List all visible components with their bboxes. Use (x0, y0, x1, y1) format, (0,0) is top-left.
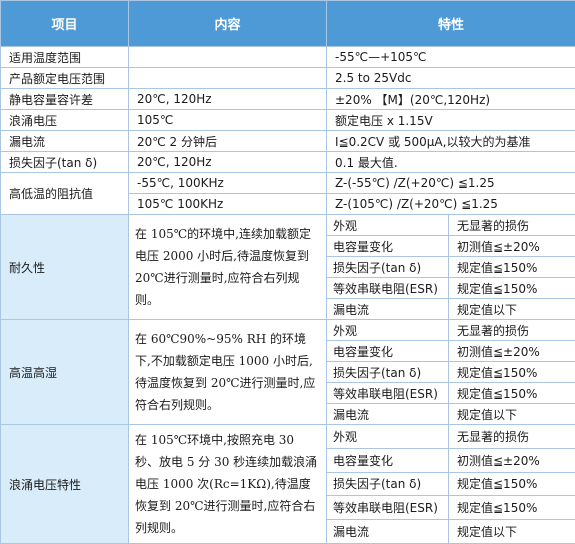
table-row: 适用温度范围 -55℃—+105℃ (1, 47, 575, 68)
check-value: 规定值≦150% (449, 278, 575, 299)
row-property: 0.1 最大值. (327, 152, 575, 173)
row-property: ±20% 【M】(20℃,120Hz) (327, 89, 575, 110)
test-description: 在 60℃90%~95% RH 的环境下,不加载额定电压 1000 小时后,待温… (129, 320, 327, 425)
table-row: 浪涌电压 105℃ 额定电压 x 1.15V (1, 110, 575, 131)
check-value: 规定值≦150% (449, 472, 575, 496)
row-property: 额定电压 x 1.15V (327, 110, 575, 131)
test-item: 浪涌电压特性 (1, 425, 129, 544)
row-content: 20℃ 2 分钟后 (129, 131, 327, 152)
check-value: 无显著的损伤 (449, 320, 575, 341)
check-name: 等效串联电阻(ESR) (327, 278, 449, 299)
impedance-content: -55℃, 100KHz (129, 173, 327, 194)
check-value: 初测值≦±20% (449, 236, 575, 257)
row-content (129, 47, 327, 68)
row-property: 2.5 to 25Vdc (327, 68, 575, 89)
row-content: 20℃, 120Hz (129, 152, 327, 173)
check-name: 等效串联电阻(ESR) (327, 383, 449, 404)
test-row: 浪涌电压特性 在 105℃环境中,按照充电 30 秒、放电 5 分 30 秒连续… (1, 425, 575, 449)
header-item: 项目 (1, 1, 129, 47)
row-content (129, 68, 327, 89)
row-item: 浪涌电压 (1, 110, 129, 131)
check-value: 规定值≦150% (449, 496, 575, 520)
check-name: 漏电流 (327, 299, 449, 320)
test-item: 高温高湿 (1, 320, 129, 425)
impedance-property: Z-(105℃) /Z(+20℃) ≦1.25 (327, 194, 575, 215)
table-row: 漏电流 20℃ 2 分钟后 I≦0.2CV 或 500μA,以较大的为基准 (1, 131, 575, 152)
check-value: 初测值≦±20% (449, 448, 575, 472)
check-name: 电容量变化 (327, 236, 449, 257)
check-value: 无显著的损伤 (449, 215, 575, 236)
check-value: 无显著的损伤 (449, 425, 575, 449)
table-row: 损失因子(tan δ) 20℃, 120Hz 0.1 最大值. (1, 152, 575, 173)
row-content: 105℃ (129, 110, 327, 131)
check-name: 漏电流 (327, 520, 449, 544)
row-item: 适用温度范围 (1, 47, 129, 68)
check-name: 损失因子(tan δ) (327, 257, 449, 278)
test-row: 高温高湿 在 60℃90%~95% RH 的环境下,不加载额定电压 1000 小… (1, 320, 575, 341)
check-name: 等效串联电阻(ESR) (327, 496, 449, 520)
row-property: I≦0.2CV 或 500μA,以较大的为基准 (327, 131, 575, 152)
check-value: 规定值以下 (449, 299, 575, 320)
row-item: 损失因子(tan δ) (1, 152, 129, 173)
check-value: 规定值≦150% (449, 257, 575, 278)
test-item: 耐久性 (1, 215, 129, 320)
row-content: 20℃, 120Hz (129, 89, 327, 110)
row-item: 静电容量容许差 (1, 89, 129, 110)
check-name: 外观 (327, 215, 449, 236)
check-value: 规定值≦150% (449, 362, 575, 383)
table-header-row: 项目 内容 特性 (1, 1, 575, 47)
check-value: 规定值≦150% (449, 383, 575, 404)
row-property: -55℃—+105℃ (327, 47, 575, 68)
check-value: 规定值以下 (449, 520, 575, 544)
test-description: 在 105℃的环境中,连续加载额定电压 2000 小时后,待温度恢复到 20℃进… (129, 215, 327, 320)
table-row: 静电容量容许差 20℃, 120Hz ±20% 【M】(20℃,120Hz) (1, 89, 575, 110)
check-name: 外观 (327, 320, 449, 341)
test-description: 在 105℃环境中,按照充电 30 秒、放电 5 分 30 秒连续加载浪涌电压 … (129, 425, 327, 544)
test-row: 耐久性 在 105℃的环境中,连续加载额定电压 2000 小时后,待温度恢复到 … (1, 215, 575, 236)
check-value: 规定值以下 (449, 404, 575, 425)
check-name: 漏电流 (327, 404, 449, 425)
row-item: 漏电流 (1, 131, 129, 152)
check-name: 损失因子(tan δ) (327, 472, 449, 496)
check-name: 电容量变化 (327, 448, 449, 472)
impedance-content: 105℃ 100KHz (129, 194, 327, 215)
impedance-property: Z-(-55℃) /Z(+20℃) ≦1.25 (327, 173, 575, 194)
row-item: 产品额定电压范围 (1, 68, 129, 89)
check-name: 电容量变化 (327, 341, 449, 362)
header-property: 特性 (327, 1, 575, 47)
table-row: 高低温的阻抗值 -55℃, 100KHz Z-(-55℃) /Z(+20℃) ≦… (1, 173, 575, 194)
check-name: 损失因子(tan δ) (327, 362, 449, 383)
header-content: 内容 (129, 1, 327, 47)
check-value: 初测值≦±20% (449, 341, 575, 362)
table-row: 产品额定电压范围 2.5 to 25Vdc (1, 68, 575, 89)
check-name: 外观 (327, 425, 449, 449)
impedance-item: 高低温的阻抗值 (1, 173, 129, 215)
